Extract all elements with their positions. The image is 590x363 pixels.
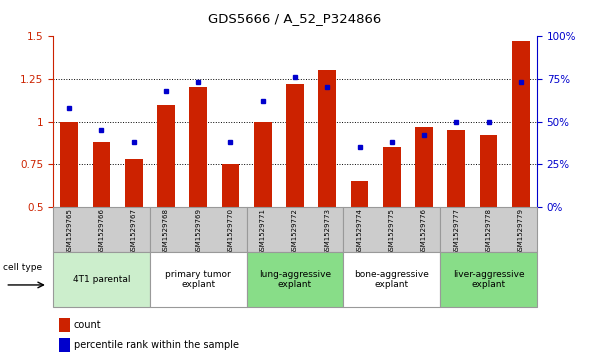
Text: GSM1529765: GSM1529765 <box>66 208 72 255</box>
Text: GSM1529777: GSM1529777 <box>453 208 459 255</box>
Text: percentile rank within the sample: percentile rank within the sample <box>74 340 239 350</box>
Text: GSM1529769: GSM1529769 <box>195 208 201 255</box>
Bar <box>440 207 537 252</box>
Bar <box>189 87 207 207</box>
Text: lung-aggressive
explant: lung-aggressive explant <box>259 270 331 289</box>
Text: GSM1529766: GSM1529766 <box>99 208 104 255</box>
Bar <box>53 207 150 252</box>
Text: primary tumor
explant: primary tumor explant <box>165 270 231 289</box>
Text: GSM1529776: GSM1529776 <box>421 208 427 255</box>
Bar <box>512 41 530 207</box>
Text: GSM1529774: GSM1529774 <box>356 208 362 255</box>
Bar <box>125 159 143 207</box>
Bar <box>53 252 150 307</box>
Bar <box>247 252 343 307</box>
Bar <box>343 252 440 307</box>
Text: 4T1 parental: 4T1 parental <box>73 275 130 284</box>
Text: GSM1529768: GSM1529768 <box>163 208 169 255</box>
Bar <box>440 252 537 307</box>
Text: GSM1529773: GSM1529773 <box>324 208 330 255</box>
Bar <box>254 122 271 207</box>
Text: count: count <box>74 320 101 330</box>
Text: GSM1529778: GSM1529778 <box>486 208 491 255</box>
Bar <box>415 127 433 207</box>
Bar <box>319 70 336 207</box>
Bar <box>222 164 240 207</box>
Bar <box>157 105 175 207</box>
Bar <box>286 84 304 207</box>
Text: GSM1529775: GSM1529775 <box>389 208 395 255</box>
Text: cell type: cell type <box>3 263 42 272</box>
Text: GSM1529772: GSM1529772 <box>292 208 298 255</box>
Bar <box>383 147 401 207</box>
Text: GSM1529771: GSM1529771 <box>260 208 266 255</box>
Bar <box>447 130 465 207</box>
Bar <box>247 207 343 252</box>
Bar <box>350 181 368 207</box>
Bar <box>343 207 440 252</box>
Text: GSM1529779: GSM1529779 <box>518 208 524 255</box>
Bar <box>93 142 110 207</box>
Text: bone-aggressive
explant: bone-aggressive explant <box>355 270 429 289</box>
Text: GDS5666 / A_52_P324866: GDS5666 / A_52_P324866 <box>208 12 382 25</box>
Bar <box>150 252 247 307</box>
Text: GSM1529767: GSM1529767 <box>131 208 137 255</box>
Bar <box>60 122 78 207</box>
Bar <box>480 135 497 207</box>
Text: GSM1529770: GSM1529770 <box>228 208 234 255</box>
Bar <box>150 207 247 252</box>
Text: liver-aggressive
explant: liver-aggressive explant <box>453 270 525 289</box>
